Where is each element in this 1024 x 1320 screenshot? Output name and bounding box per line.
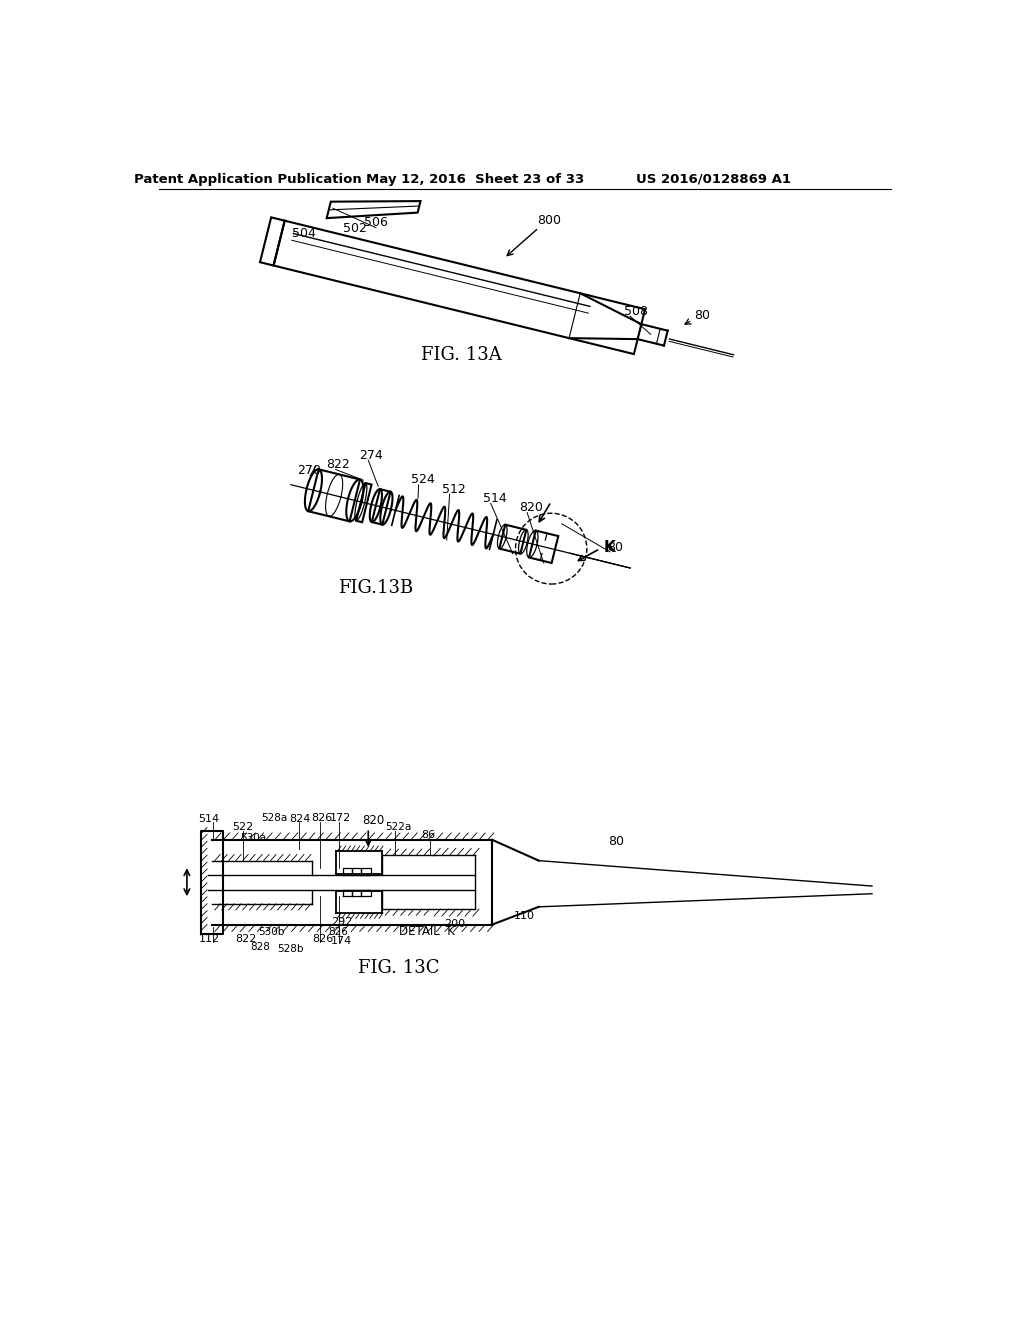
Text: K: K — [604, 540, 615, 556]
Text: 506: 506 — [365, 216, 388, 230]
Text: 524: 524 — [411, 474, 434, 486]
Text: 502: 502 — [343, 222, 368, 235]
Text: 504: 504 — [292, 227, 316, 240]
Text: 80: 80 — [607, 541, 623, 554]
Text: 824: 824 — [289, 814, 310, 824]
Text: 512: 512 — [442, 483, 466, 495]
Text: 110: 110 — [514, 911, 535, 921]
Text: 274: 274 — [359, 449, 383, 462]
Text: 530a: 530a — [241, 833, 266, 843]
Text: 172: 172 — [330, 813, 351, 822]
Text: 822: 822 — [327, 458, 350, 471]
Text: 826: 826 — [328, 927, 348, 937]
Text: 292: 292 — [331, 916, 352, 927]
Text: FIG. 13C: FIG. 13C — [358, 960, 440, 977]
Text: 528a: 528a — [261, 813, 288, 822]
Text: 826: 826 — [312, 935, 334, 944]
Text: FIG. 13A: FIG. 13A — [421, 346, 502, 364]
Text: 522a: 522a — [385, 822, 412, 832]
Text: 826: 826 — [311, 813, 332, 822]
Text: 522: 522 — [232, 822, 254, 832]
Text: 80: 80 — [608, 836, 625, 849]
Text: 820: 820 — [519, 502, 544, 513]
Text: 508: 508 — [624, 305, 648, 318]
Text: DETAIL  K: DETAIL K — [399, 924, 455, 937]
Text: 828: 828 — [251, 942, 270, 952]
Text: 528b: 528b — [276, 944, 303, 953]
Text: 86: 86 — [421, 829, 435, 840]
Text: 514: 514 — [483, 492, 507, 504]
Text: 514: 514 — [199, 814, 220, 824]
Text: 800: 800 — [538, 214, 561, 227]
Text: 270: 270 — [297, 465, 321, 477]
Text: FIG.13B: FIG.13B — [338, 578, 414, 597]
Text: May 12, 2016  Sheet 23 of 33: May 12, 2016 Sheet 23 of 33 — [366, 173, 585, 186]
Text: 530b: 530b — [258, 927, 285, 937]
Text: 112: 112 — [199, 935, 220, 944]
Text: US 2016/0128869 A1: US 2016/0128869 A1 — [636, 173, 791, 186]
Text: 820: 820 — [362, 813, 384, 826]
Text: 80: 80 — [693, 309, 710, 322]
Text: 174: 174 — [331, 936, 352, 946]
Text: Patent Application Publication: Patent Application Publication — [134, 173, 362, 186]
Text: 200: 200 — [444, 919, 465, 929]
Text: 822: 822 — [234, 935, 256, 944]
